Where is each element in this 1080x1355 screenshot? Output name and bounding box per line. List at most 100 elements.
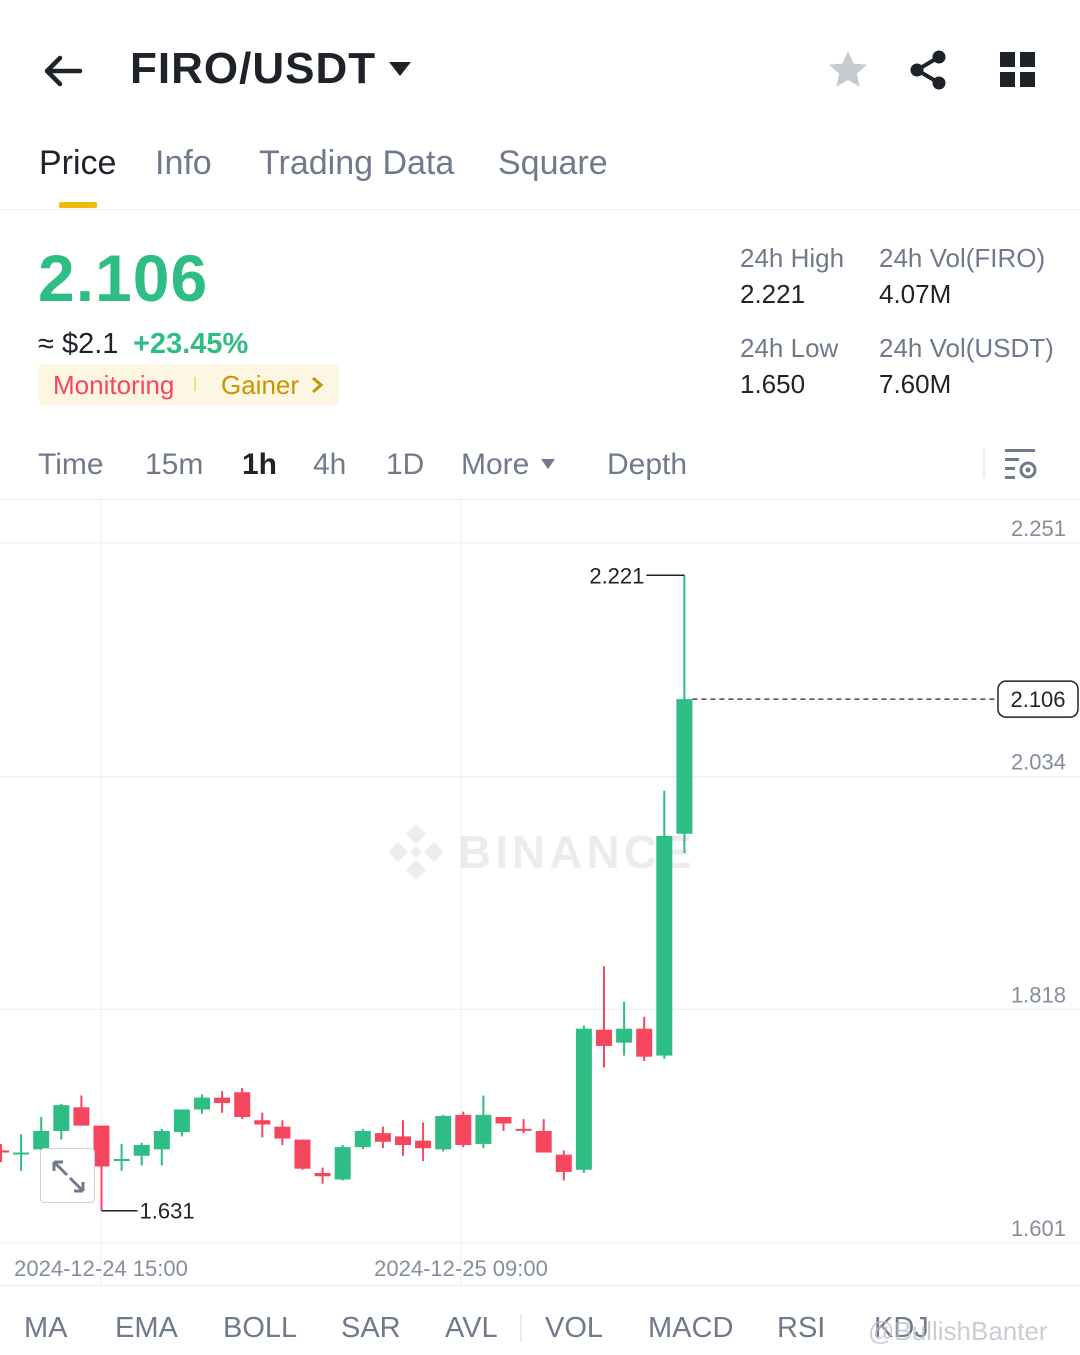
tab-trading-data[interactable]: Trading Data: [259, 144, 455, 182]
indicator-vol[interactable]: VOL: [545, 1312, 604, 1344]
candle: [214, 1091, 231, 1113]
y-axis-label: 2.251: [1011, 516, 1066, 541]
star-icon[interactable]: [826, 48, 870, 92]
candle-body: [415, 1140, 432, 1149]
indicator-kdj[interactable]: KDJ: [874, 1312, 929, 1344]
caret-down-icon: [541, 459, 555, 469]
candle: [294, 1139, 311, 1170]
chart-canvas[interactable]: BINANCE 2.251 2.034 1.818 1.601 2024-12-24 …: [0, 500, 1080, 1285]
candlestick-chart[interactable]: BINANCE 2.251 2.034 1.818 1.601 2024-12-24 …: [0, 500, 1080, 1285]
candle: [354, 1128, 371, 1150]
candle-body: [374, 1133, 391, 1142]
candle-body: [596, 1029, 612, 1046]
candle: [173, 1109, 190, 1137]
candle-body: [0, 1150, 9, 1153]
y-axis-label: 1.601: [1011, 1216, 1066, 1241]
candle-body: [133, 1145, 150, 1156]
candle-body: [153, 1131, 170, 1150]
interval-more[interactable]: More: [461, 448, 530, 481]
vol-base-value: 4.07M: [879, 279, 952, 309]
candle-body: [113, 1159, 130, 1161]
candle: [515, 1119, 532, 1134]
change-percent: +23.45%: [133, 328, 249, 360]
indicator-sar[interactable]: SAR: [341, 1312, 401, 1344]
last-price-label: 2.106: [1010, 687, 1065, 712]
interval-4h[interactable]: 4h: [313, 448, 347, 481]
candle-body: [13, 1152, 30, 1155]
interval-15m[interactable]: 15m: [145, 448, 204, 481]
candle: [133, 1142, 150, 1166]
last-price: 2.106: [38, 241, 209, 315]
candle: [13, 1134, 30, 1171]
candle: [234, 1087, 251, 1120]
interval-1d[interactable]: 1D: [386, 448, 425, 481]
candle-body: [555, 1154, 572, 1172]
candle-body: [636, 1028, 653, 1057]
candle-body: [495, 1117, 512, 1124]
price-markers: 2.221 1.631 2.106: [101, 563, 1079, 1224]
candle-body: [354, 1131, 371, 1148]
pair-title[interactable]: FIRO/USDT: [130, 44, 377, 93]
candle-body: [173, 1109, 190, 1133]
candle: [676, 575, 693, 854]
candle-body: [535, 1131, 552, 1153]
tab-bar: Price Info Trading Data Square: [0, 130, 1080, 210]
candle: [93, 1125, 110, 1211]
candle-body: [515, 1128, 532, 1131]
top-bar: FIRO/USDT: [0, 0, 1080, 130]
chevron-right-icon: [312, 376, 324, 394]
candle: [274, 1120, 291, 1145]
candle-body: [616, 1028, 633, 1043]
grid-icon[interactable]: [996, 48, 1040, 92]
candle: [616, 1001, 633, 1056]
share-icon[interactable]: [906, 48, 950, 92]
candle-body: [455, 1114, 472, 1145]
chart-settings-icon[interactable]: [1002, 446, 1038, 482]
expand-chart-button[interactable]: [40, 1148, 95, 1203]
candles: [0, 575, 693, 1211]
candle-body: [53, 1105, 70, 1131]
candle-body: [214, 1097, 231, 1103]
candle: [495, 1117, 512, 1131]
indicator-ma[interactable]: MA: [24, 1312, 68, 1344]
low-marker-label: 1.631: [140, 1199, 195, 1224]
approx-usd-price: ≈ $2.1: [38, 328, 119, 360]
grid-lines: [0, 500, 1080, 1285]
candle-body: [475, 1114, 492, 1144]
tab-square[interactable]: Square: [498, 144, 608, 182]
tag-badge[interactable]: Monitoring Gainer: [38, 364, 339, 405]
interval-time[interactable]: Time: [38, 448, 104, 481]
indicator-ema[interactable]: EMA: [115, 1312, 178, 1344]
svg-text:BINANCE: BINANCE: [458, 826, 696, 878]
expand-icon: [52, 1160, 85, 1193]
candle-body: [314, 1173, 331, 1177]
x-axis-labels: 2024-12-24 15:00 2024-12-25 09:00: [14, 1256, 548, 1281]
candle-body: [676, 699, 693, 834]
candle: [0, 1143, 9, 1163]
candle-body: [575, 1028, 592, 1170]
back-arrow-icon[interactable]: [40, 48, 86, 94]
candle-body: [435, 1115, 452, 1150]
indicator-boll[interactable]: BOLL: [223, 1312, 298, 1344]
candle-body: [93, 1125, 110, 1167]
caret-down-icon[interactable]: [386, 58, 414, 80]
candle: [194, 1094, 210, 1114]
candle: [33, 1117, 50, 1151]
candle-body: [294, 1139, 311, 1169]
candle: [455, 1111, 472, 1148]
interval-depth[interactable]: Depth: [607, 448, 688, 481]
tab-info[interactable]: Info: [155, 144, 212, 182]
candle: [596, 966, 612, 1068]
tab-price[interactable]: Price: [39, 144, 117, 182]
candle: [656, 790, 673, 1059]
divider: [520, 1314, 522, 1342]
candle-body: [33, 1131, 50, 1150]
binance-watermark: BINANCE: [388, 824, 696, 880]
candle: [73, 1095, 90, 1126]
indicator-rsi[interactable]: RSI: [777, 1312, 826, 1344]
interval-1h[interactable]: 1h: [242, 448, 278, 481]
indicator-avl[interactable]: AVL: [445, 1312, 498, 1344]
candle-body: [194, 1097, 210, 1110]
candle: [415, 1122, 432, 1162]
indicator-macd[interactable]: MACD: [648, 1312, 734, 1344]
